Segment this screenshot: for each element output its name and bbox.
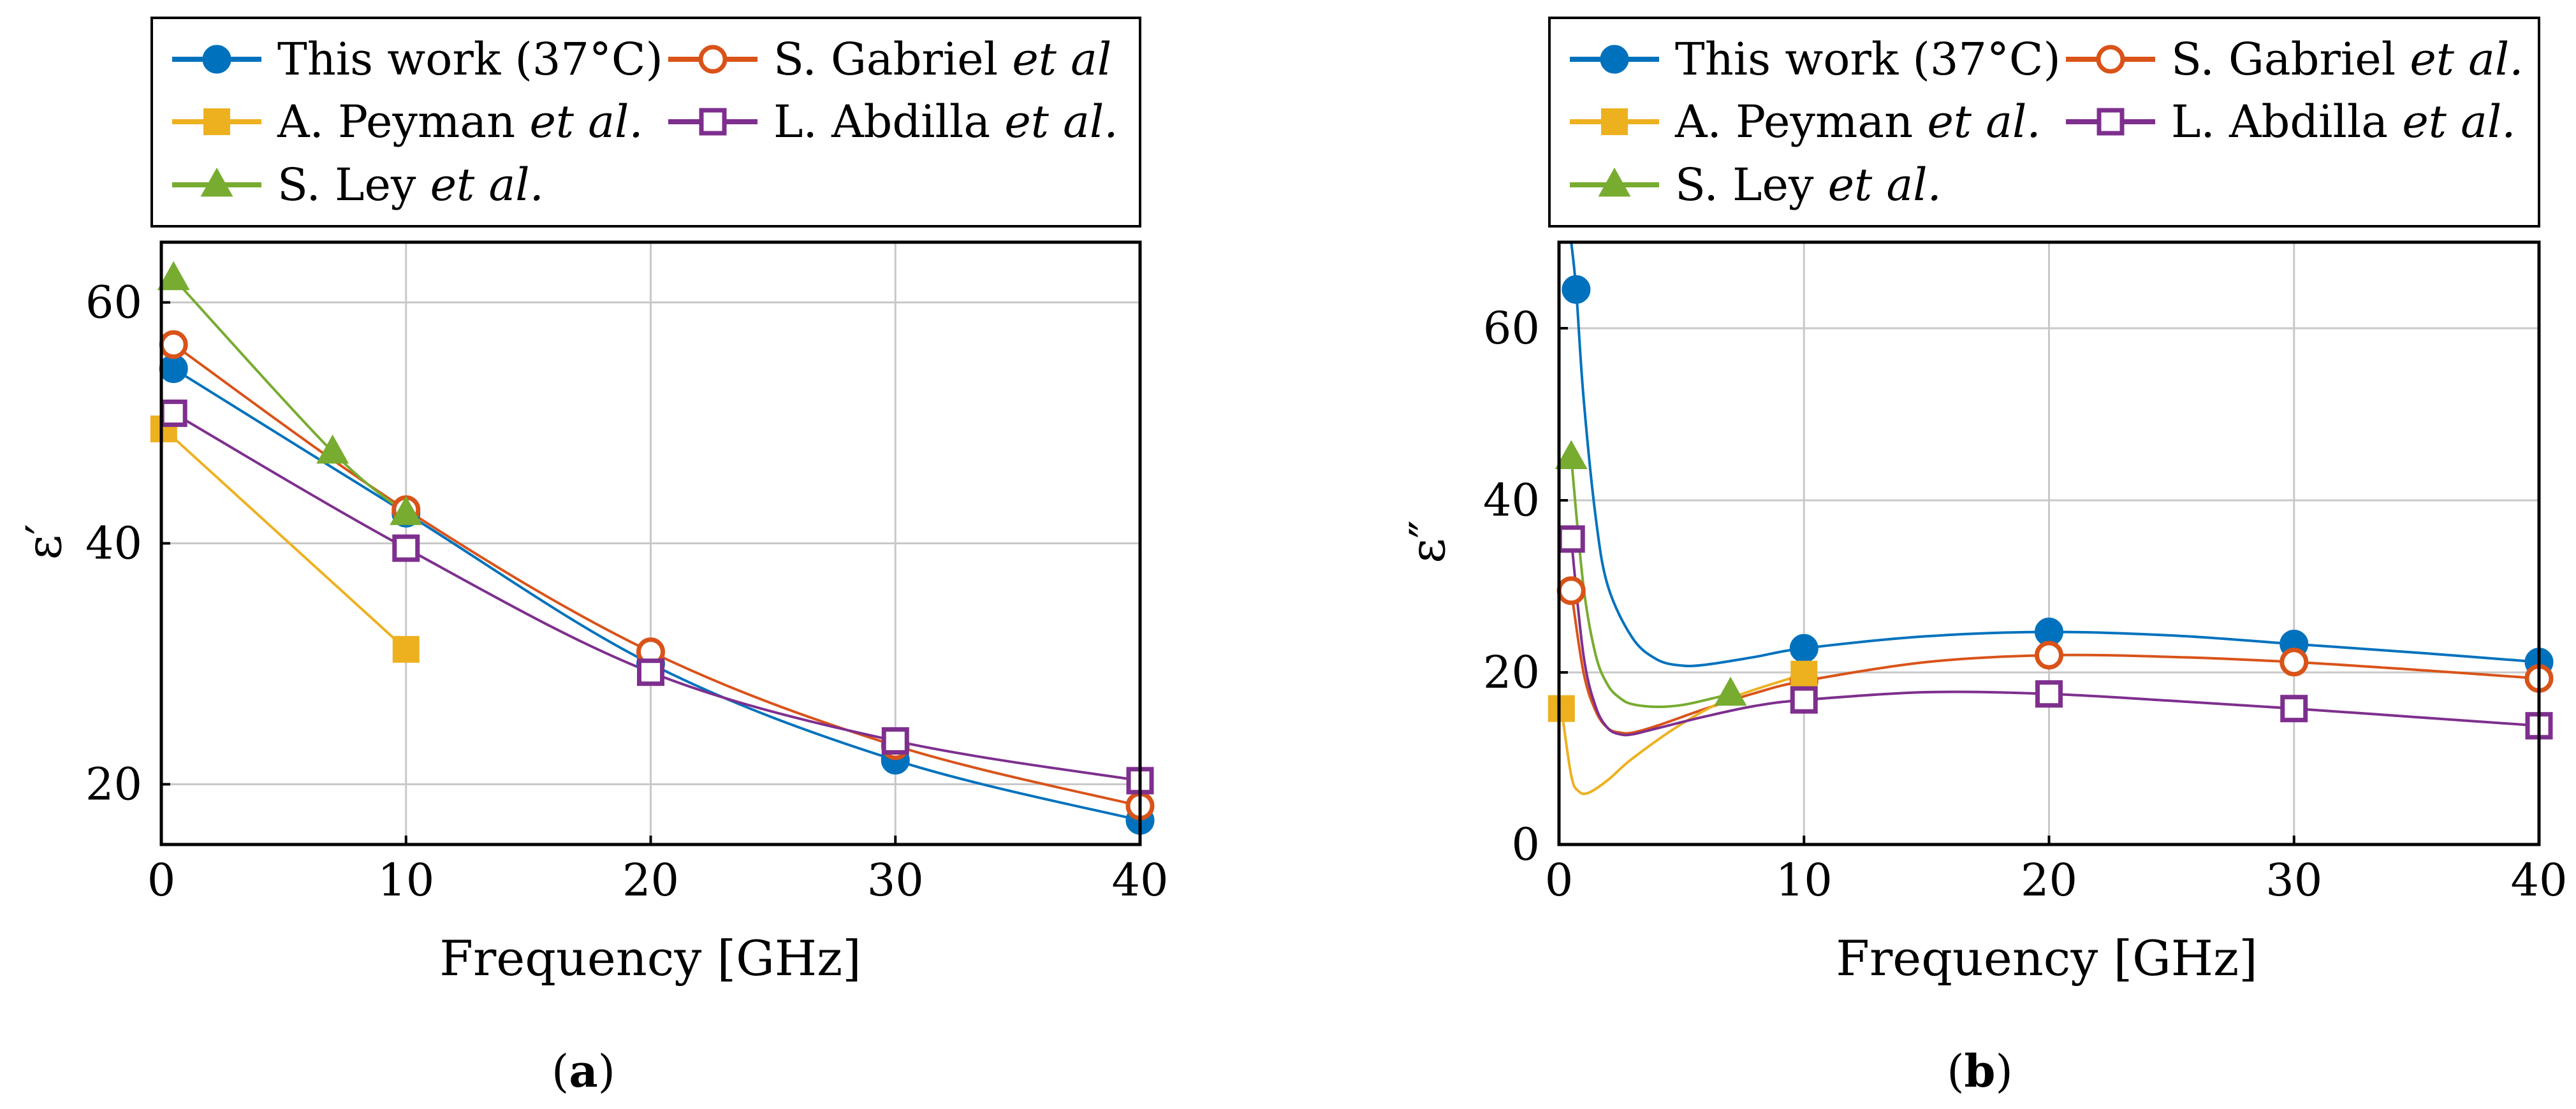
legend-box-b — [1548, 17, 2540, 228]
y-tick-label: 40 — [1483, 474, 1540, 526]
ticks-a: 0 10 20 30 40 20 40 60 — [85, 277, 1169, 907]
series-line-gabriel — [173, 344, 1140, 808]
series-line-peyman — [1560, 672, 1804, 795]
data-point-abdilla — [637, 658, 664, 686]
x-tick-label: 40 — [2510, 854, 2567, 906]
series-line-ley — [1570, 457, 1731, 709]
data-point-gabriel — [1556, 576, 1586, 605]
chart-panel-a: This work (37°C) S. Gabriel et al A. Peyma… — [15, 17, 1169, 1098]
grid-b — [1559, 242, 2539, 844]
legend-marker-gabriel — [2096, 45, 2125, 74]
legend-label-peyman: A. Peyman et al. — [1674, 96, 2041, 148]
x-axis-label-b: Frequency [GHz] — [1836, 930, 2258, 987]
data-point-gabriel — [159, 330, 188, 359]
x-tick-label: 0 — [1545, 854, 1574, 906]
data-point-abdilla — [159, 399, 187, 427]
y-tick-label: 60 — [1483, 302, 1540, 354]
legend-box-a — [150, 17, 1141, 228]
x-tick-label: 30 — [867, 854, 924, 906]
legend-label-this_work: This work (37°C) — [1675, 33, 2061, 85]
legend-marker-ley — [1598, 167, 1631, 197]
legend-label-ley: S. Ley et al. — [1675, 159, 1942, 211]
series-line-peyman — [163, 428, 407, 651]
data-point-peyman — [392, 635, 420, 663]
legend-marker-abdilla — [699, 108, 727, 136]
legend-label-peyman: A. Peyman et al. — [277, 96, 643, 148]
data-point-this_work — [1789, 634, 1819, 663]
series-lines-a — [163, 277, 1140, 822]
legend-marker-abdilla — [2097, 108, 2125, 136]
series-line-abdilla — [173, 412, 1140, 782]
data-point-abdilla — [2280, 695, 2308, 723]
series-line-ley — [172, 277, 407, 514]
legend-label-this_work: This work (37°C) — [277, 33, 663, 85]
y-tick-label: 20 — [85, 758, 142, 811]
legend-marker-ley — [200, 167, 233, 197]
y-tick-label: 0 — [1511, 818, 1540, 871]
data-point-abdilla — [2035, 680, 2063, 708]
data-point-abdilla — [881, 727, 909, 755]
data-point-ley — [316, 434, 349, 464]
data-point-this_work — [1562, 275, 1591, 304]
data-point-peyman — [1548, 695, 1575, 722]
legend-marker-peyman — [1601, 108, 1628, 135]
panel-label-a: a — [569, 1045, 597, 1098]
series-line-this_work — [1570, 242, 2539, 667]
markers-a — [150, 261, 1155, 835]
y-axis-label-b: ε″ — [1399, 520, 1456, 563]
y-tick-label: 60 — [85, 277, 142, 329]
legend-marker-this_work — [202, 45, 231, 74]
panel-caption-a: (a) — [552, 1045, 615, 1098]
x-tick-label: 20 — [622, 854, 679, 906]
chart-panel-b: This work (37°C) S. Gabriel et al. A. Peym… — [1399, 17, 2568, 1098]
legend-b: This work (37°C) S. Gabriel et al. A. Peym… — [1570, 33, 2524, 211]
panel-label-b: b — [1965, 1045, 1996, 1098]
x-axis-label-a: Frequency [GHz] — [439, 930, 861, 987]
legend-marker-peyman — [203, 108, 230, 135]
legend-marker-gabriel — [698, 45, 728, 74]
data-point-gabriel — [2035, 641, 2063, 670]
data-point-ley — [1714, 676, 1747, 706]
grid-a — [161, 242, 1140, 844]
data-point-abdilla — [1790, 686, 1818, 714]
legend-label-ley: S. Ley et al. — [277, 159, 544, 211]
data-point-abdilla — [1557, 525, 1585, 553]
x-tick-label: 40 — [1111, 854, 1168, 906]
data-point-ley — [157, 261, 190, 291]
y-tick-label: 40 — [85, 518, 142, 570]
legend-a: This work (37°C) S. Gabriel et al A. Peyma… — [172, 33, 1118, 211]
data-point-ley — [1555, 440, 1588, 469]
legend-label-gabriel: S. Gabriel et al. — [2171, 33, 2524, 85]
x-tick-label: 10 — [377, 854, 434, 906]
legend-label-abdilla: L. Abdilla et al. — [773, 96, 1118, 148]
y-axis-label-a: ε′ — [15, 524, 72, 560]
ticks-b: 0 10 20 30 40 0 20 40 60 — [1483, 302, 2568, 906]
x-tick-label: 30 — [2265, 854, 2322, 906]
data-point-ley — [390, 496, 423, 525]
legend-label-gabriel: S. Gabriel et al — [773, 33, 1111, 85]
data-point-this_work — [159, 354, 188, 383]
legend-label-abdilla: L. Abdilla et al. — [2171, 96, 2516, 148]
data-point-abdilla — [392, 534, 420, 562]
panel-caption-b: (b) — [1947, 1045, 2013, 1098]
x-tick-label: 0 — [147, 854, 176, 906]
x-tick-label: 20 — [2021, 854, 2077, 906]
y-tick-label: 20 — [1483, 646, 1540, 699]
data-point-gabriel — [2280, 648, 2309, 677]
legend-marker-this_work — [1600, 45, 1629, 74]
data-point-peyman — [1790, 660, 1818, 688]
x-tick-label: 10 — [1776, 854, 1833, 906]
series-lines-b — [1560, 242, 2539, 795]
